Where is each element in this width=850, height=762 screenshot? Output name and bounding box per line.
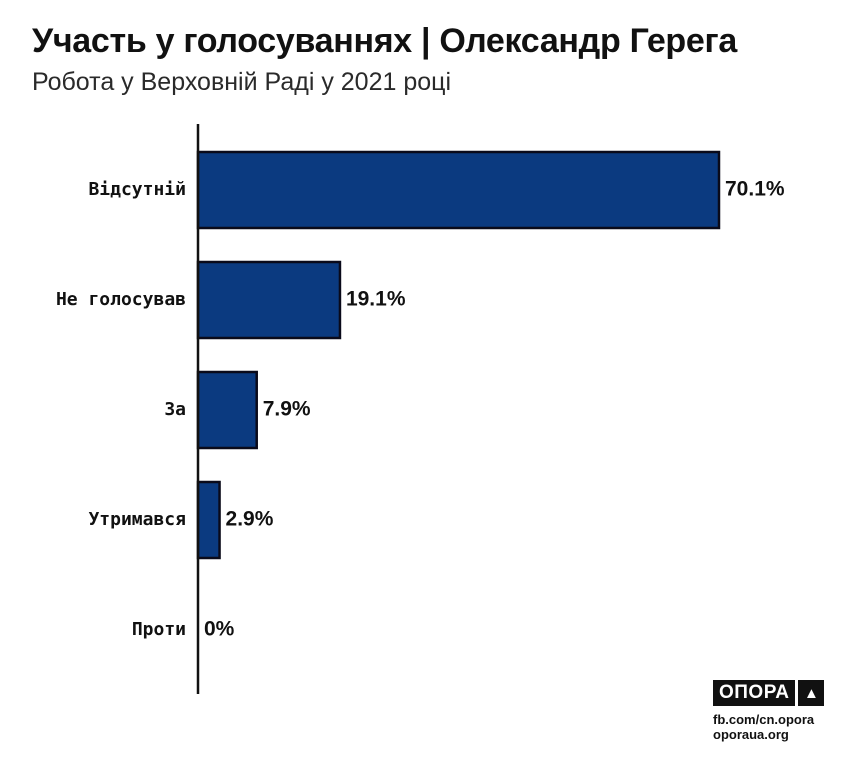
category-label-0: Відсутній: [88, 179, 186, 200]
value-label-2: 7.9%: [263, 398, 311, 421]
category-label-1: Не голосував: [56, 289, 186, 310]
value-label-3: 2.9%: [226, 508, 274, 531]
facebook-link[interactable]: fb.com/cn.opora: [713, 712, 815, 727]
website-link[interactable]: oporaua.org: [713, 727, 789, 742]
value-label-1: 19.1%: [346, 288, 406, 311]
category-label-3: Утримався: [88, 509, 186, 530]
bar-0: [196, 150, 721, 230]
bar-1: [196, 260, 342, 340]
category-label-2: За: [164, 399, 186, 420]
category-label-4: Проти: [132, 619, 186, 640]
bar-2: [196, 370, 258, 450]
chart-title: Участь у голосуваннях | Олександр Герега: [32, 22, 737, 60]
opora-logo: ОПОРА ▲: [713, 680, 825, 706]
triangle-icon: ▲: [798, 680, 825, 706]
chart-subtitle: Робота у Верховній Раді у 2021 році: [32, 68, 452, 96]
value-label-0: 70.1%: [725, 178, 785, 201]
value-label-4: 0%: [204, 618, 235, 641]
bar-3: [196, 480, 221, 560]
logo-text: ОПОРА: [713, 680, 796, 706]
